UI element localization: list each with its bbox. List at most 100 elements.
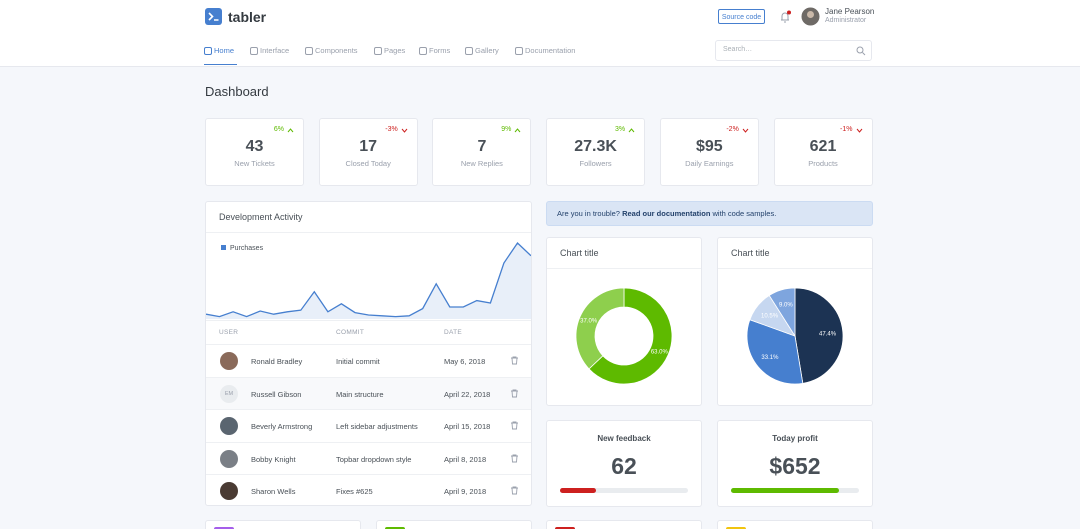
- delete-icon[interactable]: [510, 486, 519, 495]
- user-role: Administrator: [825, 17, 867, 24]
- stat-label: Daily Earnings: [685, 159, 734, 168]
- slice-label: 33.1%: [761, 355, 779, 361]
- nav-item[interactable]: Forms: [429, 46, 451, 55]
- nav-item[interactable]: Interface: [260, 46, 290, 55]
- summary-value: $652: [769, 453, 821, 479]
- donut-chart: 63.0% 37.0%: [575, 287, 673, 385]
- bell-icon[interactable]: [778, 10, 792, 24]
- column-header: DATE: [444, 329, 463, 336]
- activity-chart: Purchases: [206, 242, 531, 319]
- stat-label: Followers: [579, 159, 612, 168]
- delete-icon[interactable]: [510, 454, 519, 463]
- nav-item[interactable]: Documentation: [525, 46, 576, 55]
- card-title: Chart title: [731, 248, 770, 258]
- delete-icon[interactable]: [510, 356, 519, 365]
- avatar: [220, 482, 238, 500]
- slice-label: 37.0%: [580, 319, 598, 325]
- search-box[interactable]: Search…: [715, 40, 872, 61]
- chevron: [742, 128, 749, 133]
- slice-label: 47.4%: [819, 331, 837, 337]
- stat-value: 7: [477, 138, 487, 155]
- divider: [206, 232, 531, 233]
- icon: [214, 527, 234, 529]
- nav-icon: [515, 47, 523, 55]
- date: April 8, 2018: [444, 454, 487, 464]
- icon-shape: [250, 47, 258, 55]
- page-title: Dashboard: [205, 84, 269, 99]
- pie-chart: 47.4% 33.1% 10.5%9.0%: [746, 287, 844, 385]
- alert-suffix: with code samples.: [712, 209, 777, 218]
- search-icon: [856, 46, 866, 56]
- stat-label: Closed Today: [345, 159, 391, 168]
- table-row: Ronald Bradley Initial commit May 6, 2018: [206, 344, 531, 378]
- stat-change: 6%: [273, 126, 284, 133]
- table-row: Beverly Armstrong Left sidebar adjustment…: [206, 409, 531, 443]
- user-avatar[interactable]: [801, 7, 820, 26]
- stat-change: -2%: [726, 126, 739, 133]
- icon: [726, 527, 746, 529]
- delete-icon[interactable]: [510, 421, 519, 430]
- progress-bar: [731, 488, 839, 493]
- avatar: [220, 352, 238, 370]
- table-row: Bobby Knight Topbar dropdown style April 8…: [206, 441, 531, 476]
- icon-shape: [465, 47, 473, 55]
- user-name: Sharon Wells: [251, 487, 296, 496]
- activity-area: [206, 243, 531, 319]
- nav-icon: [204, 47, 212, 55]
- delete-icon[interactable]: [510, 389, 519, 398]
- commit: Topbar dropdown style: [336, 454, 412, 464]
- trash: [511, 356, 518, 365]
- nav-item[interactable]: Pages: [384, 46, 406, 55]
- brand[interactable]: tabler: [228, 9, 267, 25]
- nav-icon: [465, 47, 473, 55]
- nav-item[interactable]: Gallery: [475, 46, 499, 55]
- card-title: Development Activity: [219, 212, 303, 222]
- icon-shape: [515, 47, 523, 55]
- trash: [511, 486, 518, 495]
- slice: [794, 287, 844, 384]
- slice: [588, 287, 673, 385]
- trend-icon: [515, 128, 521, 133]
- stat-change: -1%: [840, 126, 853, 133]
- slice: [575, 287, 625, 370]
- legend-label: Purchases: [230, 245, 264, 252]
- stat-value: $95: [695, 138, 723, 155]
- user-name[interactable]: Jane Pearson: [825, 7, 875, 16]
- stat-change: -3%: [385, 126, 398, 133]
- table-row: EM Russell Gibson Main structure April 22, …: [206, 376, 531, 410]
- nav-item[interactable]: Components: [315, 46, 358, 55]
- progress-track: [560, 488, 688, 493]
- chevron: [856, 128, 862, 133]
- search-placeholder: Search…: [723, 46, 753, 53]
- icon-shape: [374, 47, 382, 55]
- chevron: [401, 128, 408, 133]
- chevron: [287, 128, 294, 133]
- nav-icon: [250, 47, 258, 55]
- nav-active-underline: [204, 64, 237, 65]
- nav-icon: [419, 47, 427, 55]
- user-name: Beverly Armstrong: [251, 422, 313, 431]
- logo-icon: [205, 8, 222, 25]
- stat-card: 6% 43 New Tickets: [205, 118, 304, 186]
- activity-card: Development Activity Purchases USER COMMIT…: [205, 201, 532, 506]
- stat-card: 9% 7 New Replies: [432, 118, 532, 186]
- stat-card: -3% 17 Closed Today: [318, 118, 418, 186]
- alert: Are you in trouble? Read our documentati…: [546, 201, 873, 226]
- column-header: USER: [219, 329, 239, 336]
- alert-link[interactable]: Read our documentation: [622, 209, 711, 218]
- card: [205, 520, 361, 529]
- summary-value: 62: [611, 453, 637, 479]
- chevron: [628, 128, 635, 133]
- summary-card: Today profit $652: [717, 420, 873, 507]
- nav-item[interactable]: Home: [214, 46, 235, 55]
- user-name: Russell Gibson: [251, 389, 302, 399]
- trend-icon: [287, 128, 294, 133]
- commit: Initial commit: [336, 357, 380, 366]
- stat-card: -2% $95 Daily Earnings: [659, 118, 759, 186]
- table-row: Sharon Wells Fixes #625 April 9, 2018: [206, 474, 531, 508]
- card: [717, 520, 873, 529]
- stat-label: Products: [808, 159, 838, 168]
- source-button[interactable]: Source code: [718, 9, 765, 24]
